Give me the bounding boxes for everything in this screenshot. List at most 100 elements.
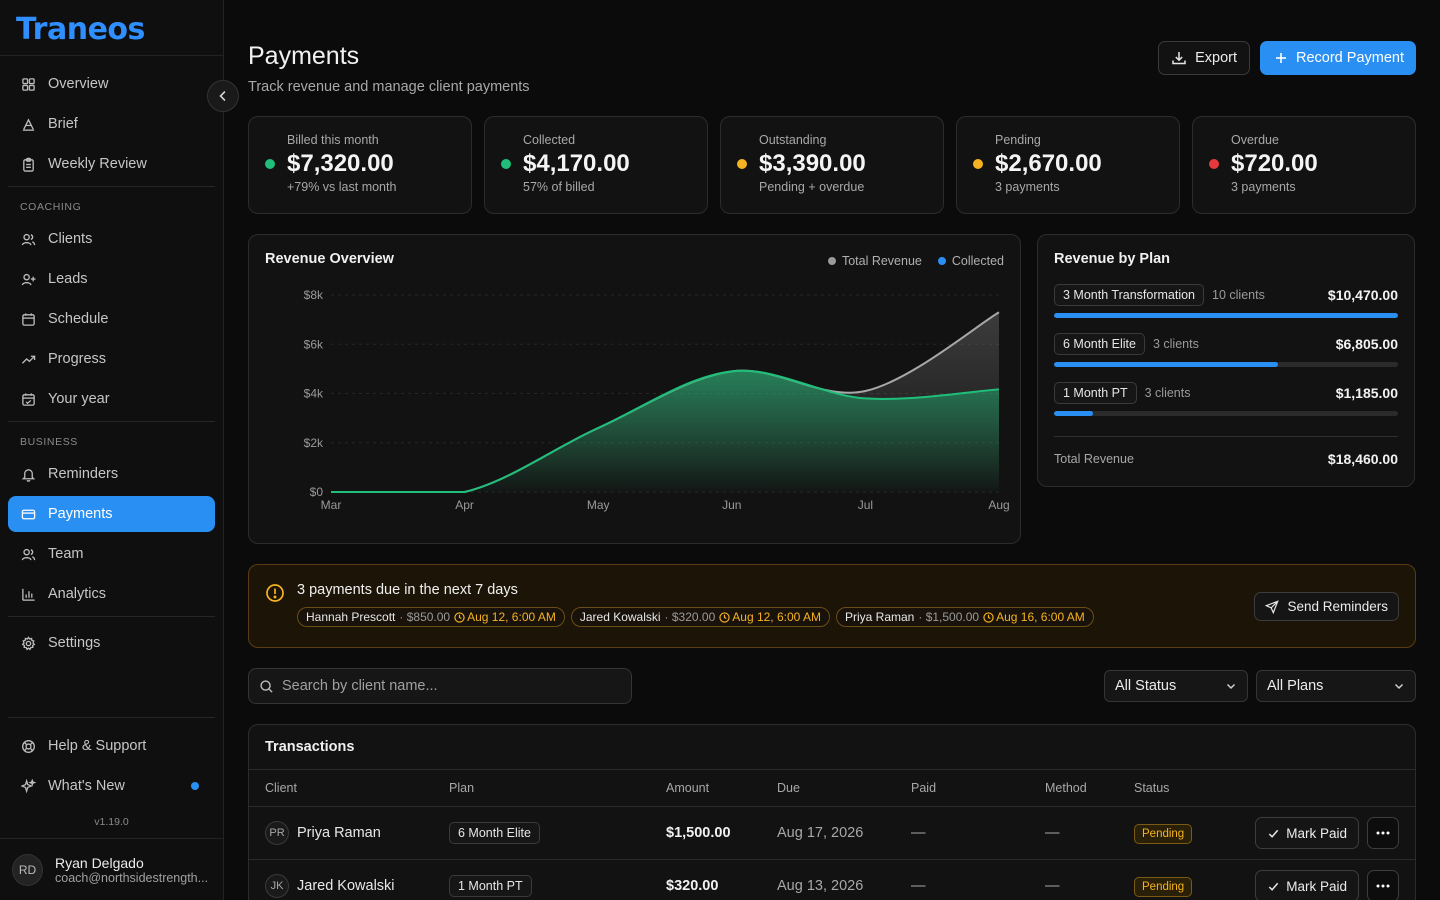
more-actions-button[interactable] [1367,870,1399,900]
stat-label: Outstanding [759,133,827,147]
sidebar-item-brief[interactable]: Brief [8,106,215,142]
filters-bar: All Status All Plans [248,668,1416,704]
mark-paid-button[interactable]: Mark Paid [1255,870,1359,900]
stat-value: $7,320.00 [287,150,394,177]
sidebar-item-analytics[interactable]: Analytics [8,576,215,612]
chip-amount: · $850.00 [399,610,451,624]
sidebar-item-settings[interactable]: Settings [8,625,215,661]
search-input[interactable] [282,678,612,694]
chevron-down-icon [1394,683,1404,690]
sidebar-item-help-support[interactable]: Help & Support [8,728,215,764]
sidebar-nav: Overview Brief Weekly Review COACHING Cl… [0,56,223,671]
plan-bar-track [1054,362,1398,367]
plan-bar-track [1054,313,1398,318]
column-header-status: Status [1134,781,1170,795]
sidebar-item-reminders[interactable]: Reminders [8,456,215,492]
y-tick-label: $6k [304,337,324,351]
legend-dot [937,257,946,265]
avatar: RD [12,853,43,886]
check-icon [1269,882,1279,891]
divider [8,186,215,187]
sidebar-item-label: What's New [48,778,125,794]
plus-icon [1276,53,1286,63]
sidebar-item-label: Your year [48,391,110,407]
sidebar-item-overview[interactable]: Overview [8,66,215,102]
status-badge: Pending [1134,877,1193,897]
status-dot [1209,159,1219,169]
legend-label: Collected [951,254,1004,268]
stat-value: $720.00 [1231,150,1318,177]
plan-amount: $1,185.00 [1335,385,1398,401]
stat-note: 3 payments [1231,180,1296,194]
grid-icon [20,76,36,92]
plan-row: 6 Month Elite 3 clients $6,805.00 [1054,332,1398,367]
column-header-client: Client [265,781,297,795]
plan-chip: 3 Month Transformation [1054,284,1205,306]
due-cell: Aug 13, 2026 [777,878,864,894]
sidebar-item-leads[interactable]: Leads [8,261,215,297]
chip-due-time: Aug 12, 6:00 AM [732,610,821,624]
legend-dot [827,257,836,265]
sidebar-item-payments[interactable]: Payments [8,496,215,532]
clock-icon [454,611,465,623]
column-header-amount: Amount [666,781,710,795]
sidebar-item-label: Brief [48,116,78,132]
x-tick-label: Mar [321,498,342,512]
more-actions-button[interactable] [1367,817,1399,849]
chevron-left-icon [219,91,226,101]
status-filter-select[interactable]: All Status [1104,670,1248,702]
stat-value: $3,390.00 [759,150,866,177]
x-tick-label: Aug [988,498,1009,512]
user-profile[interactable]: RD Ryan Delgado coach@northsidestrength.… [0,838,223,900]
y-tick-label: $8k [304,288,324,302]
avatar: PR [265,821,289,845]
sidebar-item-label: Progress [48,351,107,367]
new-indicator-dot [191,782,199,790]
page-subtitle: Track revenue and manage client payments [248,79,530,95]
plan-chip: 6 Month Elite [1054,333,1145,355]
collapse-sidebar-button[interactable] [207,80,239,112]
ellipsis-icon [1376,831,1390,835]
gear-icon [20,635,36,651]
divider [8,616,215,617]
table-row[interactable]: JK Jared Kowalski 1 Month PT $320.00 Aug … [249,860,1415,900]
sidebar-item-team[interactable]: Team [8,536,215,572]
credit-card-icon [20,506,36,522]
method-cell: — [1045,825,1060,841]
sidebar-item-clients[interactable]: Clients [8,221,215,257]
search-icon [260,679,273,693]
sidebar-item-schedule[interactable]: Schedule [8,301,215,337]
section-label-coaching: COACHING [20,201,82,213]
status-dot [737,159,747,169]
revenue-by-plan-card: Revenue by Plan 3 Month Transformation 10… [1037,234,1415,487]
sidebar-item-weekly-review[interactable]: Weekly Review [8,146,215,182]
y-tick-label: $4k [304,387,324,401]
revenue-by-plan-title: Revenue by Plan [1054,251,1171,267]
record-payment-button[interactable]: Record Payment [1260,41,1416,75]
client-name: Priya Raman [297,825,381,841]
due-payment-chip[interactable]: Jared Kowalski · $320.00 Aug 12, 6:00 AM [570,607,830,627]
paid-cell: — [911,878,926,894]
avatar: JK [265,874,289,898]
plan-filter-select[interactable]: All Plans [1256,670,1416,702]
stats-row: Billed this month $7,320.00 +79% vs last… [248,116,1416,214]
stat-card-collected: Collected $4,170.00 57% of billed [484,116,708,214]
table-row[interactable]: PR Priya Raman 6 Month Elite $1,500.00 Au… [249,807,1415,860]
total-revenue-value: $18,460.00 [1327,451,1398,467]
mark-paid-button[interactable]: Mark Paid [1255,817,1359,849]
send-reminders-button[interactable]: Send Reminders [1254,592,1399,621]
transactions-title: Transactions [249,725,1415,770]
sidebar-item-progress[interactable]: Progress [8,341,215,377]
life-buoy-icon [20,738,36,754]
due-payment-chip[interactable]: Priya Raman · $1,500.00 Aug 16, 6:00 AM [836,607,1094,627]
revenue-chart: $0 $2k $4k $6k $8k Mar Apr May Jun Jul Aug [304,288,1010,512]
column-header-due: Due [777,781,800,795]
status-filter-value: All Status [1115,678,1177,694]
sidebar-item-your-year[interactable]: Your year [8,381,215,417]
due-payment-chip[interactable]: Hannah Prescott · $850.00 Aug 12, 6:00 A… [297,607,565,627]
chip-client-name: Priya Raman [845,610,915,624]
sidebar-item-whats-new[interactable]: What's New [8,768,215,804]
trending-up-icon [20,351,36,367]
calendar-check-icon [20,391,36,407]
export-button[interactable]: Export [1158,41,1250,75]
